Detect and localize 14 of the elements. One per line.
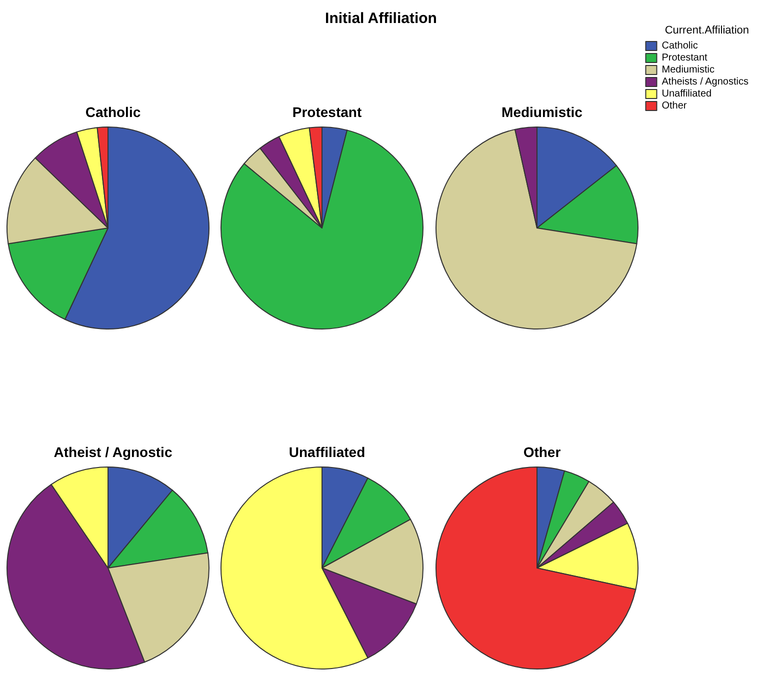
slice-label: Catholic xyxy=(85,104,141,120)
legend-label: Atheists / Agnostics xyxy=(662,76,748,88)
legend-label: Unaffiliated xyxy=(662,88,712,100)
slice-label: Atheist / Agnostic xyxy=(54,444,172,460)
legend-label: Other xyxy=(662,100,688,112)
chart-title: Initial Affiliation xyxy=(325,10,437,27)
slice-label: Unaffiliated xyxy=(288,444,366,460)
legend-label: Catholic xyxy=(662,40,698,52)
slice-label: Protestant xyxy=(292,104,362,120)
legend-label: Mediumistic xyxy=(662,64,715,76)
legend-label: Protestant xyxy=(662,52,708,64)
legend-title: Current.Affiliation xyxy=(664,24,749,36)
slice-label: Mediumistic xyxy=(502,104,583,120)
slice-label: Other xyxy=(523,444,562,460)
